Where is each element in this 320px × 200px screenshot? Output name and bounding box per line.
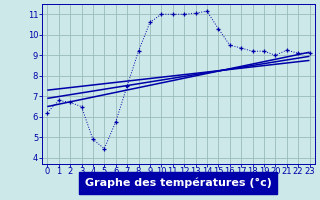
X-axis label: Graphe des températures (°c): Graphe des températures (°c) [85,178,272,188]
